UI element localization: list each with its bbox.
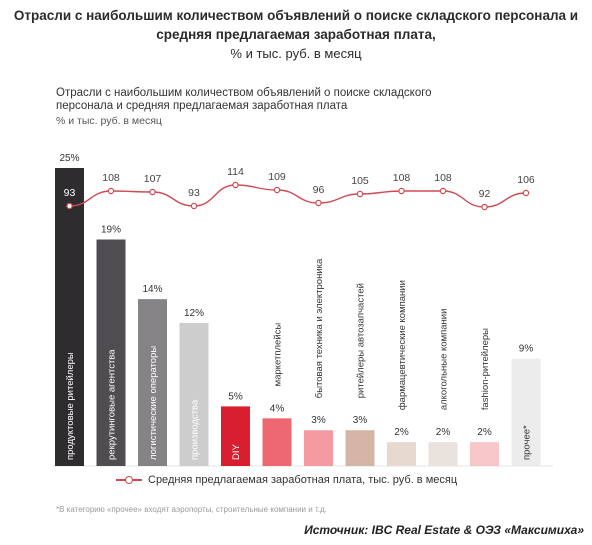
- category-label: DIY: [231, 444, 242, 461]
- page-subtitle: % и тыс. руб. в месяц: [230, 46, 362, 61]
- salary-point: [481, 203, 488, 211]
- category-label: прочее*: [522, 425, 533, 460]
- salary-point: [522, 189, 530, 197]
- salary-point: [107, 187, 115, 195]
- chart-subtitle: % и тыс. руб. в месяц: [56, 115, 162, 127]
- salary-point: [66, 202, 73, 210]
- bar: [470, 442, 499, 466]
- bar: [304, 430, 333, 466]
- salary-value-label: 105: [351, 175, 369, 187]
- source-note: Источник: IBC Real Estate & ОЭЗ «Максими…: [304, 523, 584, 537]
- salary-value-label: 109: [268, 171, 286, 183]
- salary-point: [398, 187, 405, 195]
- bar-value-label: 3%: [311, 415, 326, 426]
- salary-value-label: 114: [227, 166, 244, 178]
- bar-value-label: 2%: [394, 427, 409, 438]
- bar-value-label: 4%: [270, 403, 285, 414]
- salary-point: [356, 190, 364, 198]
- salary-point: [315, 199, 322, 207]
- category-label: производства: [190, 399, 201, 460]
- bar: [511, 358, 541, 466]
- page-title: Отрасли с наибольшим количеством объявле…: [13, 8, 579, 42]
- bar: [179, 322, 209, 466]
- salary-value-label: 93: [64, 187, 76, 199]
- category-label: логистические операторы: [148, 346, 159, 460]
- footnote: *В категорию «прочее» входят аэропорты, …: [56, 505, 327, 514]
- salary-value-label: 96: [313, 184, 325, 196]
- bar: [55, 168, 84, 466]
- bar-value-label: 9%: [519, 344, 534, 355]
- bar-value-label: 5%: [228, 391, 243, 402]
- category-label: маркетплейсы: [273, 323, 284, 387]
- salary-point: [273, 186, 281, 194]
- bar-value-label: 3%: [353, 415, 368, 426]
- bar-value-label: 19%: [101, 225, 121, 236]
- salary-value-label: 93: [188, 187, 200, 199]
- salary-line: [69, 184, 527, 208]
- salary-value-label: 108: [434, 172, 452, 184]
- bar: [138, 299, 167, 466]
- bar-value-label: 25%: [59, 153, 79, 164]
- bar-value-label: 2%: [436, 427, 451, 438]
- salary-point: [232, 181, 239, 189]
- category-label: fashion-ритейлеры: [480, 328, 491, 410]
- salary-value-label: 106: [517, 174, 535, 186]
- bar-value-label: 14%: [142, 284, 162, 295]
- salary-value-label: 107: [144, 173, 162, 185]
- category-label: рекрутинговые агентства: [107, 349, 118, 460]
- bar-value-label: 12%: [184, 308, 204, 319]
- bar: [221, 406, 250, 466]
- bar: [345, 430, 375, 466]
- salary-point: [149, 188, 156, 196]
- bar: [428, 442, 458, 466]
- salary-point: [190, 202, 198, 210]
- legend-line-marker: [116, 475, 142, 485]
- category-label: продуктовые ритейлеры: [65, 352, 76, 460]
- category-label: фармацевтические компании: [397, 280, 408, 410]
- category-label: бытовая техника и электроника: [314, 258, 325, 398]
- salary-value-label: 108: [393, 172, 411, 184]
- chart-legend: Средняя предлагаемая заработная плата, т…: [116, 474, 457, 486]
- salary-point: [439, 187, 447, 195]
- salary-value-label: 108: [102, 172, 120, 184]
- bar: [96, 239, 126, 466]
- legend-label: Средняя предлагаемая заработная плата, т…: [148, 474, 458, 486]
- category-label: алкогольные компании: [439, 309, 450, 411]
- bar: [262, 418, 292, 466]
- chart-title: Отрасли с наибольшим количеством объявле…: [56, 87, 432, 112]
- bar: [387, 442, 416, 466]
- bar-value-label: 2%: [477, 427, 492, 438]
- category-label: ритейлеры автозапчастей: [356, 283, 367, 398]
- salary-value-label: 92: [479, 188, 491, 200]
